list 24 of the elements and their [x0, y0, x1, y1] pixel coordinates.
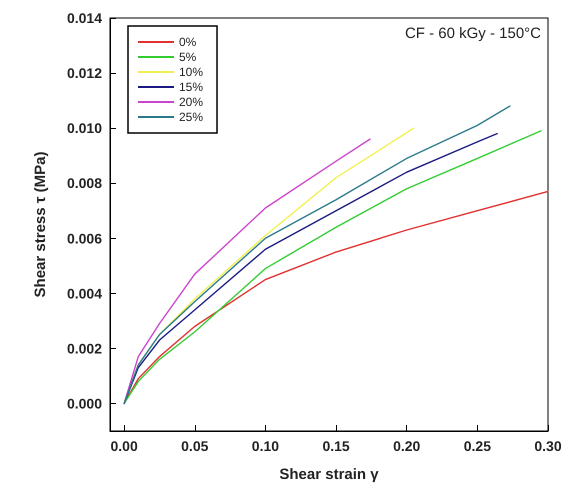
legend-label: 10% — [179, 65, 204, 79]
y-tick-label: 0.008 — [66, 175, 102, 192]
legend-label: 25% — [179, 110, 204, 124]
y-tick-label: 0.002 — [66, 340, 102, 356]
x-tick-label: 0.10 — [252, 438, 280, 454]
y-axis-title: Shear stress τ (MPa) — [32, 152, 49, 298]
y-tick-label: 0.000 — [66, 395, 102, 412]
x-tick-label: 0.00 — [110, 438, 138, 454]
legend-label: 5% — [179, 50, 197, 64]
x-tick-label: 0.30 — [534, 438, 562, 454]
legend-label: 0% — [179, 35, 197, 49]
annotation: CF - 60 kGy - 150°C — [404, 25, 542, 42]
x-tick-label: 0.25 — [464, 438, 492, 454]
legend-label: 20% — [179, 95, 204, 109]
x-tick-label: 0.05 — [181, 438, 209, 454]
y-tick-label: 0.004 — [66, 285, 102, 302]
legend-label: 15% — [179, 80, 204, 94]
y-tick-label: 0.010 — [66, 120, 102, 136]
y-tick-label: 0.012 — [66, 65, 102, 82]
x-tick-label: 0.20 — [393, 438, 421, 454]
x-axis-title: Shear strain γ — [279, 466, 380, 483]
y-tick-label: 0.014 — [66, 10, 102, 26]
y-tick-label: 0.006 — [66, 230, 102, 246]
x-tick-label: 0.15 — [322, 438, 350, 454]
